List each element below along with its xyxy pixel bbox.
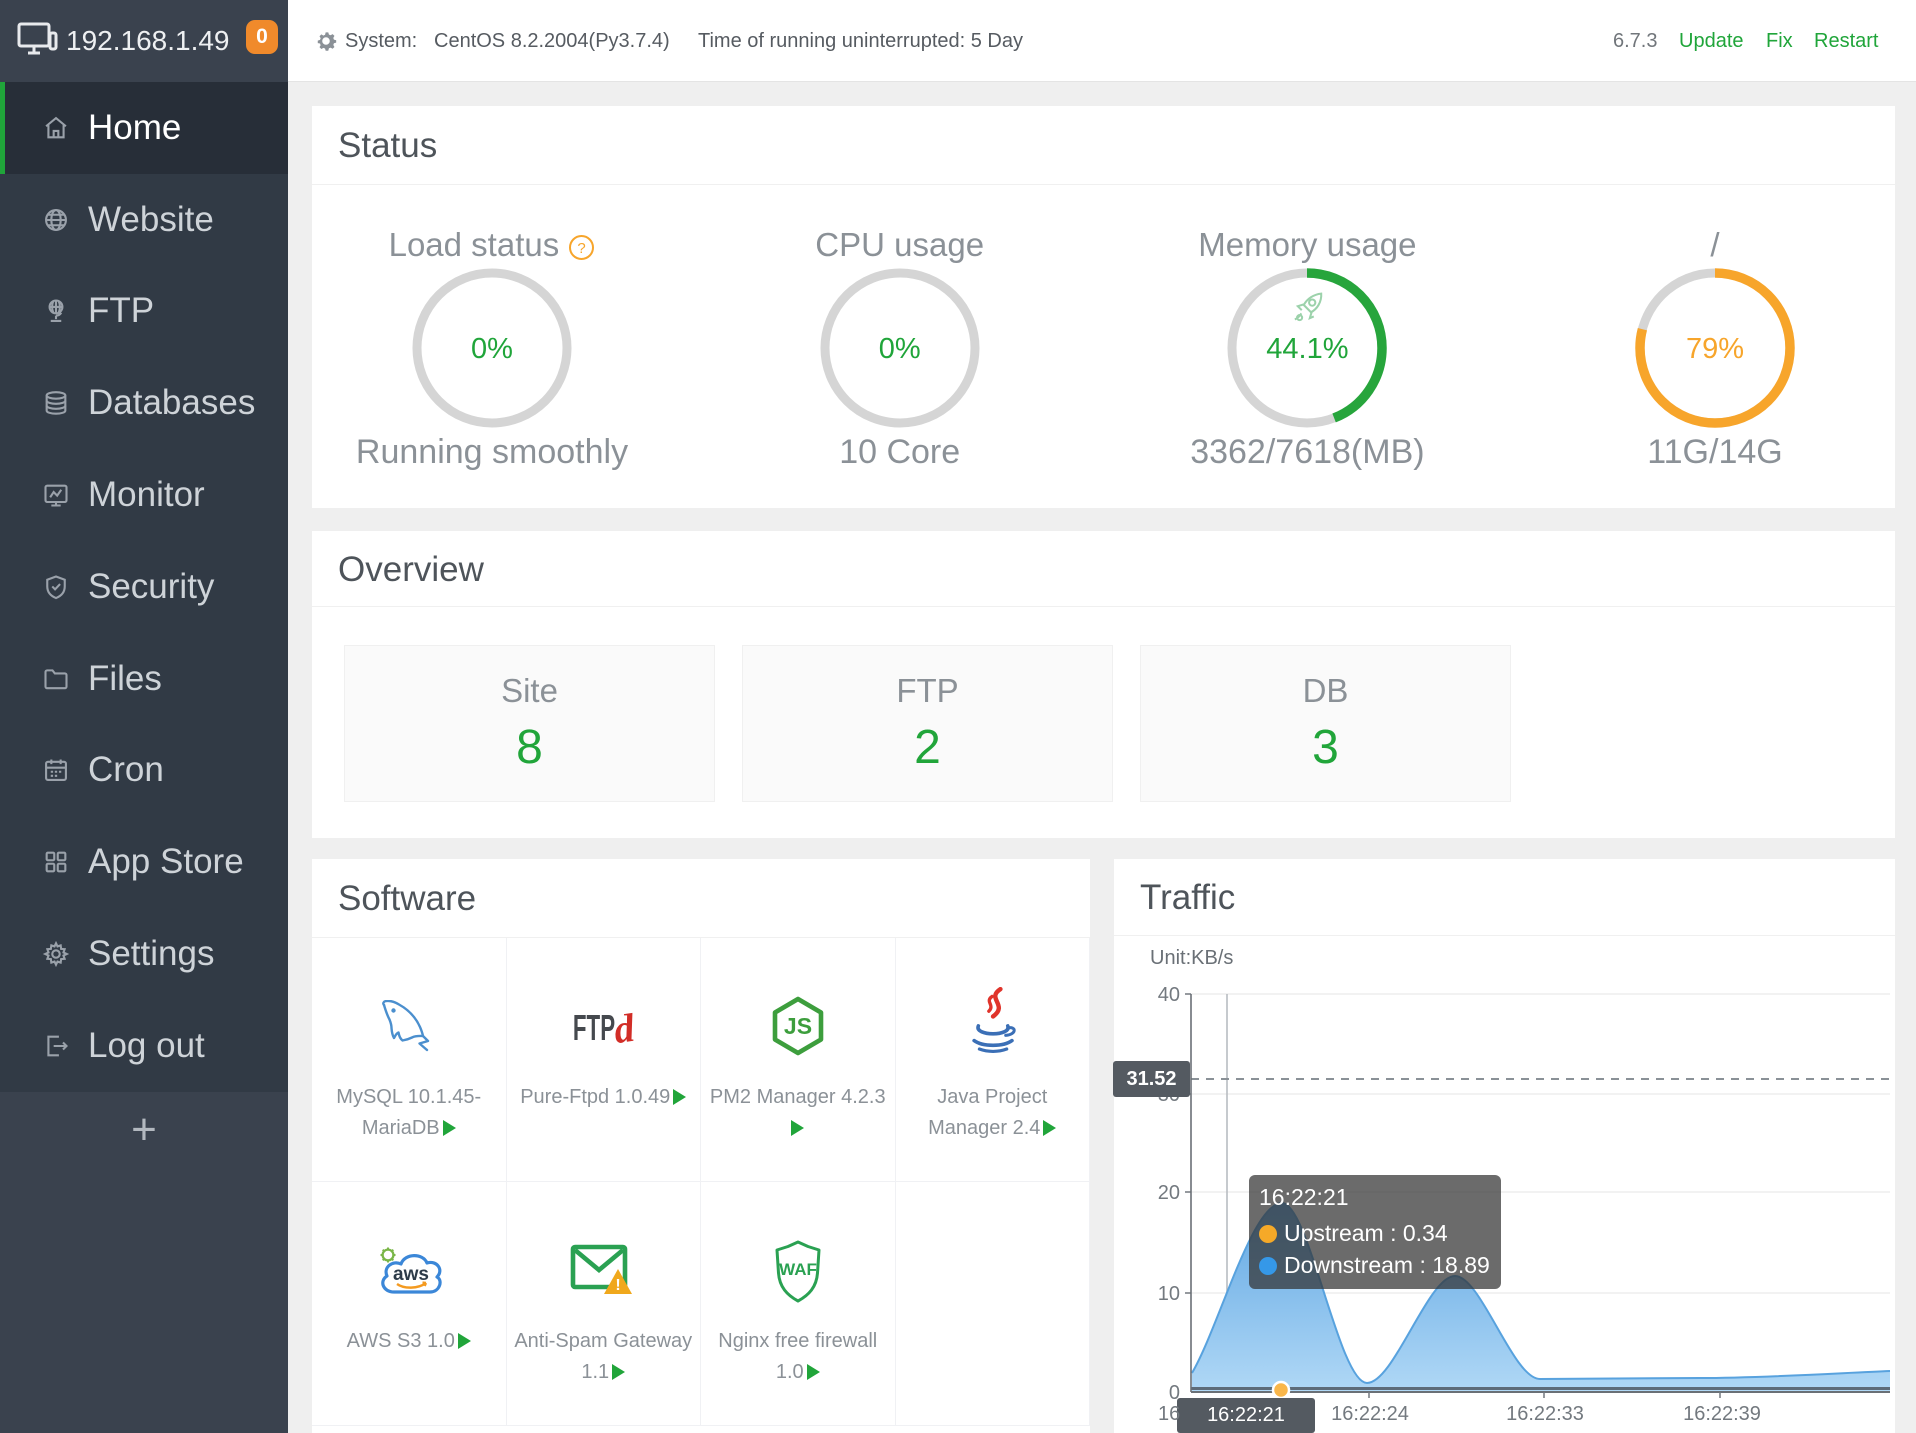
svg-text:WAF: WAF [779, 1260, 817, 1279]
svg-text:JS: JS [784, 1013, 812, 1039]
svg-text:aws: aws [393, 1264, 429, 1285]
svg-text:!: ! [616, 1277, 621, 1294]
svg-text:?: ? [578, 240, 586, 257]
